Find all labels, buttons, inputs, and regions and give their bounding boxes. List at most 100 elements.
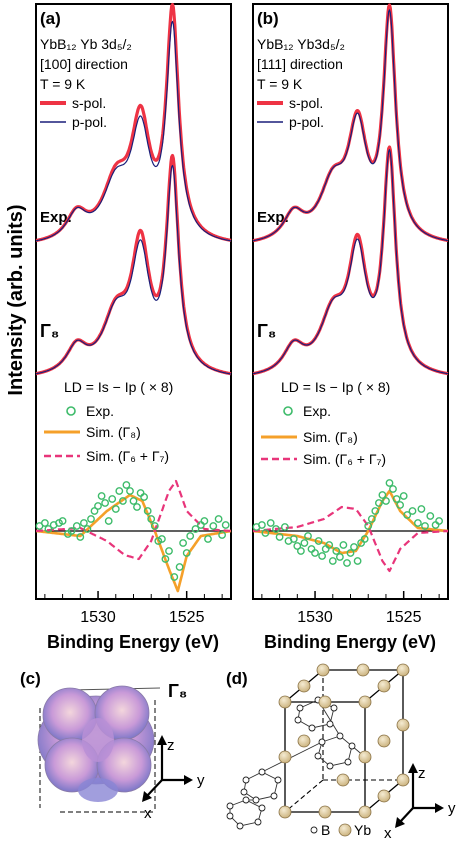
panel-a-frame <box>35 3 232 600</box>
panel-a-ld-exp-point <box>191 525 200 533</box>
panel-b-ld-exp-point <box>421 522 429 530</box>
panel-b-ld-legend-exp: Exp. <box>303 403 331 419</box>
panel-d-legend-yb-label: Yb <box>354 822 371 838</box>
panel-d-axis-y-label: y <box>448 800 456 817</box>
panel-b-ld-exp-point <box>261 529 270 537</box>
panel-d: (d) <box>226 663 456 842</box>
panel-b-ld-sim-g67-line <box>252 505 449 573</box>
panel-c-axis-x-label: x <box>144 805 152 822</box>
panel-b-ld-exp-point <box>367 515 376 523</box>
panel-b-ld-exp-point <box>417 505 426 513</box>
panel-b-ld-exp-point <box>435 517 443 525</box>
panel-a-label: (a) <box>40 9 61 28</box>
panel-c-axis-z-head <box>157 735 167 745</box>
panel-b-ld-exp-point <box>364 522 373 530</box>
panel-a-exp-label: Exp. <box>40 209 72 226</box>
panel-b-exp-p-pol-line <box>252 9 449 242</box>
panel-b-ld-exp-point <box>431 521 440 529</box>
panel-a-ld-exp-point <box>186 532 195 540</box>
panel-a-gamma8-label: Γ₈ <box>40 321 59 341</box>
panel-b-ld-legend-g8: Sim. (Γ₈) <box>303 429 358 445</box>
panel-a-ticks: 1530 1525 <box>44 591 223 626</box>
panel-b-ld-exp-point <box>314 537 323 545</box>
panel-b-ld-exp-point <box>343 559 351 567</box>
panel-c-gamma8-label: Γ₈ <box>168 681 187 701</box>
panel-a-ld-exp-point <box>80 519 88 527</box>
panel-b-ld-exp-point <box>346 549 355 557</box>
panel-b-label: (b) <box>257 9 279 28</box>
panel-d-legend-b-label: B <box>321 822 330 838</box>
panel-a-xlabel: Binding Energy (eV) <box>47 632 219 652</box>
panel-a-xtick-label: 1525 <box>169 609 205 626</box>
panel-b-ld-exp-point <box>408 507 417 515</box>
panel-b-ld-exp-point <box>289 535 298 543</box>
panel-b-xlabel: Binding Energy (eV) <box>264 632 436 652</box>
panel-b-ld-exp-point <box>396 501 404 509</box>
panel-c-axis-x-arrow <box>146 779 163 797</box>
panel-b-ld-exp-point <box>293 542 302 550</box>
panel-d-label: (d) <box>226 669 248 688</box>
panel-a-ld-exp-point <box>126 487 134 495</box>
panel-b-direction: [111] direction <box>257 56 343 72</box>
panel-b-gamma8-label: Γ₈ <box>257 321 276 341</box>
panel-b-ld-exp-point <box>280 523 289 531</box>
panel-a-ld-exp-point <box>209 522 218 530</box>
panel-a-ld-exp-point <box>165 547 173 555</box>
panel-b-ld-exp-point <box>413 519 422 527</box>
panel-b-ld-exp-point <box>399 492 408 500</box>
panel-d-axis-x-head <box>395 817 405 828</box>
panel-b-sim-s-pol-line <box>252 145 449 376</box>
panel-b-xtick-label: 1525 <box>386 609 422 626</box>
panel-d-axis-z-head <box>408 763 418 773</box>
panel-b-ld-exp-point <box>321 545 330 553</box>
panel-a-ld-exp-point <box>101 499 110 507</box>
panel-a-legend-p-label: p-pol. <box>72 114 107 130</box>
panel-c: (c) Γ₈ z y x <box>20 669 205 822</box>
panel-a-ld-sim-g8-line <box>35 493 232 593</box>
panel-b-ld-exp-point <box>296 547 305 555</box>
panel-a-ld-exp-point <box>58 517 67 525</box>
y-axis-label: Intensity (arb. units) <box>5 204 27 395</box>
panel-a-xtick-label: 1530 <box>80 609 116 626</box>
panel-a-ld-exp-point <box>76 533 85 541</box>
panel-a-sample: YbB₁₂ Yb 3d₅/₂ <box>40 36 132 52</box>
panel-b: (b) YbB₁₂ Yb3d₅/₂ [111] direction T = 9 … <box>252 3 449 652</box>
panel-b-ld-exp-point <box>389 485 397 493</box>
panel-a-plot <box>35 2 232 593</box>
panel-a-ld-exp-point <box>111 505 120 513</box>
panel-a-ld-exp-point <box>157 535 166 543</box>
panel-a-ld-legend-exp: Exp. <box>86 403 114 419</box>
panel-a-ld-exp-point <box>104 517 113 525</box>
panel-a-ld-exp-point <box>122 481 131 489</box>
panel-a-ld-exp-point <box>140 493 149 501</box>
panel-b-temperature: T = 9 K <box>257 76 303 92</box>
panel-a-ld-exp-point <box>90 507 99 515</box>
panel-b-sim-p-pol-line <box>252 149 449 375</box>
yb-atoms <box>278 663 410 819</box>
panel-a-ld-exp-point <box>175 563 184 571</box>
panel-a-ld-exp-point <box>41 519 49 527</box>
panel-d-axis-y-head <box>435 803 444 813</box>
panel-b-ticks: 1530 1525 <box>261 591 440 626</box>
panel-b-ld-exp-point <box>385 479 394 487</box>
panel-b-exp-label: Exp. <box>257 209 289 226</box>
panel-b-legend-p-label: p-pol. <box>289 114 324 130</box>
panel-a-exp-p-pol-line <box>35 20 232 242</box>
panel-b-ld-exp-point <box>272 525 280 533</box>
panel-b-ld-exp-point <box>304 532 312 540</box>
panel-a-ld-exp-point <box>218 531 227 539</box>
boron-atoms <box>226 696 356 830</box>
panel-b-ld-exp-point <box>257 521 266 529</box>
panel-a-sim-p-pol-line <box>35 164 232 375</box>
panel-a-ld-exp-point <box>150 522 159 530</box>
panel-a-ld-exp-point <box>72 522 81 530</box>
panel-a-temperature: T = 9 K <box>40 76 86 92</box>
panel-d-axis-x-label: x <box>384 825 392 842</box>
panel-a-ld-exp-point <box>44 525 53 533</box>
panel-c-label: (c) <box>20 669 41 688</box>
panel-a-ld-exp-point <box>200 517 209 525</box>
panel-b-ld-exp-point <box>353 557 362 565</box>
panel-c-axis-y-label: y <box>197 772 205 789</box>
panel-b-ld-exp-point <box>392 495 401 503</box>
unit-cell-hidden-edges <box>284 670 403 813</box>
